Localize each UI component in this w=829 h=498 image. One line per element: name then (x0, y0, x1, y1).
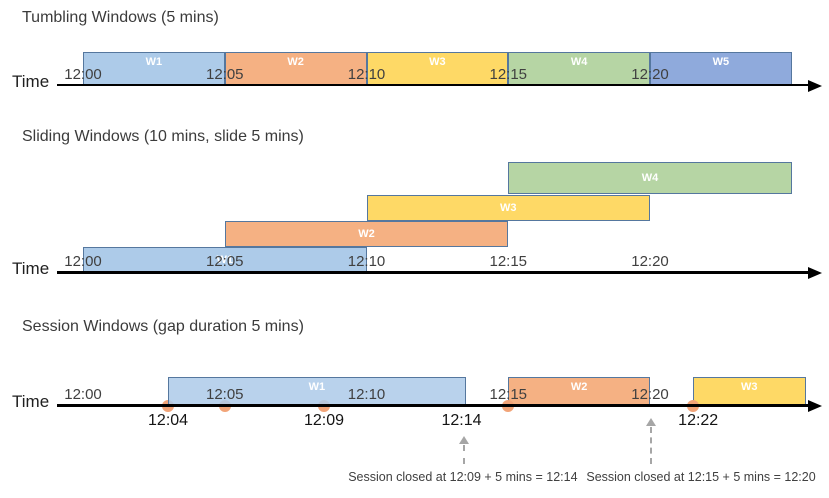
window-box (366, 52, 509, 86)
section-title-tumbling: Tumbling Windows (5 mins) (22, 9, 219, 26)
tick-label: 12:00 (64, 66, 102, 83)
window-label: W1 (145, 56, 163, 68)
tick-label: 12:05 (205, 66, 244, 83)
tick-label: 12:00 (64, 386, 102, 403)
window-box (508, 377, 650, 406)
window-label: W2 (358, 227, 375, 240)
window-box (508, 162, 792, 194)
window-label: W3 (740, 381, 758, 393)
tick-label: 12:05 (205, 386, 244, 403)
window-label: W4 (641, 171, 659, 184)
callout-arrow-shaft (650, 427, 653, 464)
callout-text: Session closed at 12:15 + 5 mins = 12:20 (586, 470, 816, 484)
time-axis-label-session: Time (12, 392, 50, 411)
window-label: W3 (429, 56, 446, 68)
tick-label: 12:15 (489, 66, 528, 83)
event-time-label: 12:09 (303, 412, 344, 429)
window-box (366, 195, 650, 221)
window-label: W1 (216, 253, 234, 266)
tick-label: 12:10 (347, 253, 386, 270)
time-axis-label-sliding: Time (12, 259, 50, 278)
timeline (57, 404, 808, 407)
window-box (224, 221, 509, 247)
window-label: W4 (570, 56, 588, 68)
tick-label: 12:20 (631, 253, 669, 270)
tick-label: 12:10 (347, 66, 386, 83)
timeline-arrowhead (808, 267, 822, 279)
timeline-arrowhead (808, 80, 822, 92)
tick-label: 12:15 (489, 386, 528, 403)
callout-arrow-head (646, 418, 657, 426)
tick-label: 12:20 (631, 66, 669, 83)
timeline (57, 84, 808, 86)
window-label: W5 (712, 56, 730, 68)
window-label: W3 (500, 201, 517, 214)
window-label: W2 (570, 381, 588, 393)
tick-label: 12:10 (347, 386, 386, 403)
tick-label: 12:05 (205, 253, 244, 270)
window-box (650, 52, 792, 86)
event-time-label: 12:22 (678, 412, 719, 429)
callout-arrow-shaft (463, 445, 466, 464)
tick-label: 12:00 (64, 253, 102, 270)
event-time-label: 12:04 (148, 412, 189, 429)
window-box (83, 247, 367, 273)
event-time-label: 12:14 (441, 412, 482, 429)
window-box (83, 52, 225, 86)
callout-arrow-head (459, 436, 470, 444)
section-title-sliding: Sliding Windows (10 mins, slide 5 mins) (22, 128, 304, 145)
timeline-arrowhead (808, 400, 822, 412)
window-label: W1 (308, 381, 326, 393)
section-title-session: Session Windows (gap duration 5 mins) (22, 318, 304, 335)
tick-label: 12:15 (489, 253, 528, 270)
callout-text: Session closed at 12:09 + 5 mins = 12:14 (348, 470, 578, 484)
time-axis-label-tumbling: Time (12, 72, 50, 91)
tick-label: 12:20 (631, 386, 669, 403)
timeline (57, 271, 808, 274)
window-label: W2 (287, 56, 304, 68)
